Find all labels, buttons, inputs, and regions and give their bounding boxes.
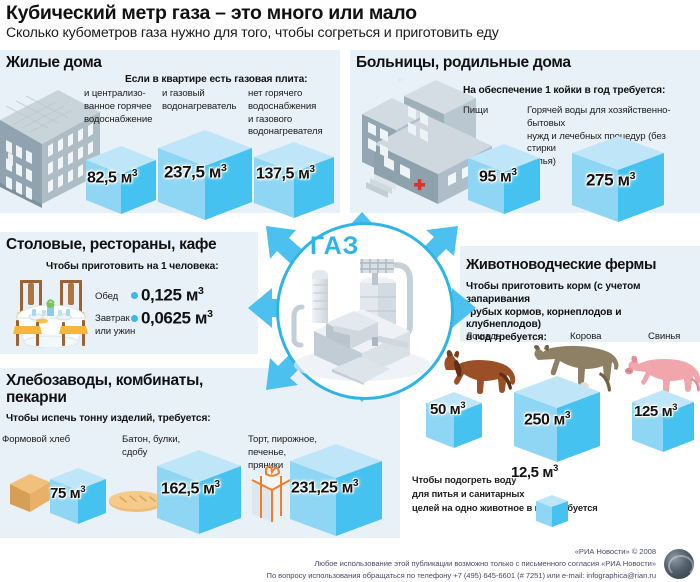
- cube-housing-2-unit: 3: [309, 164, 316, 175]
- gas-plant-illustration: [286, 245, 438, 390]
- title-divider: [0, 47, 700, 48]
- housing-item-1-label: и газовый водонагреватель: [162, 88, 237, 112]
- bakeries-subhead: Чтобы испечь тонну изделий, требуется:: [6, 413, 211, 424]
- cube-hospital-1-number: 275 м: [586, 170, 630, 190]
- catering-item-0-value: 0,125 м3: [141, 285, 204, 306]
- cube-farm-2-unit: 3: [672, 402, 678, 412]
- cube-bakery-0-value: 75 м3: [50, 484, 86, 502]
- cube-bakery-1: [155, 448, 243, 538]
- page-subtitle: Сколько кубометров газа нужно для того, …: [6, 25, 499, 41]
- cube-farm-water: [534, 493, 570, 531]
- cube-housing-0-value: 82,5 м3: [87, 168, 138, 187]
- cube-hospital-0-number: 95 м: [479, 168, 512, 186]
- cube-hospital-0-value: 95 м3: [479, 167, 517, 186]
- housing-subhead: Если в квартире есть газовая плита:: [125, 74, 308, 85]
- bakeries-item-1-label: Батон, булки, сдобу: [122, 434, 181, 458]
- catering-item-0-number: 0,125 м: [141, 285, 199, 305]
- hospitals-title: Больницы, родильные дома: [356, 54, 571, 71]
- catering-bullet-0: [131, 292, 138, 299]
- hospitals-item-0-label: Пищи: [463, 105, 489, 116]
- cube-bakery-2-value: 231,25 м3: [291, 478, 359, 497]
- cube-hospital-0-unit: 3: [511, 167, 517, 178]
- cube-farm-water-number: 12,5 м: [511, 464, 554, 481]
- cube-bakery-1-value: 162,5 м3: [161, 479, 220, 498]
- catering-item-1-label: Завтрак или ужин: [95, 313, 136, 337]
- cube-farm-water-unit: 3: [553, 463, 558, 473]
- cube-housing-1-number: 237,5 м: [164, 162, 222, 182]
- cube-housing-0-unit: 3: [132, 168, 138, 179]
- ria-novosti-logo: [664, 549, 694, 579]
- cube-farm-water-value: 12,5 м3: [511, 463, 558, 481]
- cube-housing-2-value: 137,5 м3: [256, 164, 315, 183]
- cube-housing-0-number: 82,5 м: [87, 169, 133, 187]
- bread-loaf-illustration: [4, 470, 52, 521]
- hospitals-subhead: На обеспечение 1 койки в год требуется:: [463, 85, 666, 96]
- catering-bullet-1: [131, 315, 138, 322]
- catering-item-1-value: 0,0625 м3: [141, 308, 213, 329]
- hospitals-item-1-label: Горячей воды для хозяйственно-бытовых ну…: [527, 105, 671, 167]
- cube-hospital-0: [466, 142, 542, 218]
- cube-farm-2-number: 125 м: [634, 403, 673, 420]
- cube-bakery-0-unit: 3: [80, 484, 86, 494]
- housing-title: Жилые дома: [6, 54, 102, 71]
- cube-farm-1: [512, 374, 602, 466]
- cube-housing-0: [84, 144, 158, 218]
- catering-title: Столовые, рестораны, кафе: [6, 236, 217, 253]
- cube-bakery-0: [48, 466, 108, 528]
- cube-bakery-1-number: 162,5 м: [161, 480, 215, 498]
- cube-farm-0-number: 50 м: [430, 401, 461, 418]
- bakeries-item-0-label: Формовой хлеб: [2, 434, 71, 445]
- cube-hospital-1-value: 275 м3: [586, 170, 636, 191]
- cube-housing-1-value: 237,5 м3: [164, 162, 227, 183]
- cube-housing-2-number: 137,5 м: [256, 165, 310, 183]
- panel-farms: [460, 246, 700, 342]
- baguette-illustration: [108, 484, 164, 523]
- cube-bakery-2-unit: 3: [353, 478, 359, 489]
- farms-item-0-label: Лошадь: [466, 331, 501, 342]
- farms-item-1-label: Корова: [570, 331, 602, 342]
- cube-hospital-1: [570, 134, 666, 226]
- bakeries-item-2-label: Торт, пирожное, печенье, пряники: [248, 434, 317, 471]
- cube-bakery-0-number: 75 м: [50, 485, 81, 502]
- restaurant-table-illustration: [6, 276, 96, 353]
- cube-farm-2-value: 125 м3: [634, 402, 677, 420]
- cube-farm-2: [630, 388, 696, 456]
- gas-center-label: ГАЗ: [310, 232, 360, 260]
- gift-box-illustration: [242, 464, 298, 533]
- catering-subhead: Чтобы приготовить на 1 человека:: [46, 261, 219, 272]
- catering-item-1-unit: 3: [207, 308, 213, 320]
- cube-housing-2: [252, 140, 336, 222]
- catering-item-0-unit: 3: [198, 285, 204, 297]
- cube-bakery-2: [288, 442, 384, 540]
- pig-illustration: [620, 352, 700, 409]
- apartment-building-illustration: [0, 84, 104, 213]
- cube-farm-0-unit: 3: [460, 400, 466, 410]
- footer-contact: По вопросу использования обращаться по т…: [266, 571, 657, 580]
- housing-item-0-label: и централизо- ванное горячее водоснабжен…: [84, 88, 153, 125]
- horse-illustration: [430, 348, 522, 411]
- farms-subhead: Чтобы приготовить корм (с учетом запарив…: [466, 281, 641, 343]
- cube-bakery-1-unit: 3: [214, 479, 221, 490]
- cube-housing-1: [156, 128, 254, 224]
- cube-farm-1-unit: 3: [564, 410, 571, 421]
- catering-item-0-label: Обед: [95, 291, 119, 302]
- footer-copyright: «РИА Новости» © 2008: [574, 547, 656, 556]
- bakeries-title: Хлебозаводы, комбинаты, пекарни: [6, 372, 204, 407]
- cube-hospital-1-unit: 3: [629, 170, 636, 182]
- housing-item-2-label: нет горячего водоснабжения и газового во…: [248, 88, 323, 138]
- cube-farm-0: [424, 390, 484, 452]
- page-title: Кубический метр газа – это много или мал…: [6, 2, 417, 24]
- cube-farm-1-number: 250 м: [524, 411, 565, 429]
- cube-farm-0-value: 50 м3: [430, 400, 466, 418]
- cube-farm-1-value: 250 м3: [524, 410, 571, 429]
- catering-item-1-number: 0,0625 м: [141, 308, 208, 328]
- farms-title: Животноводческие фермы: [466, 257, 657, 273]
- footer-usage: Любое использование этой публикации возм…: [314, 559, 656, 568]
- cube-housing-1-unit: 3: [221, 162, 227, 174]
- cube-bakery-2-number: 231,25 м: [291, 479, 354, 497]
- farms-item-2-label: Свинья: [648, 331, 681, 342]
